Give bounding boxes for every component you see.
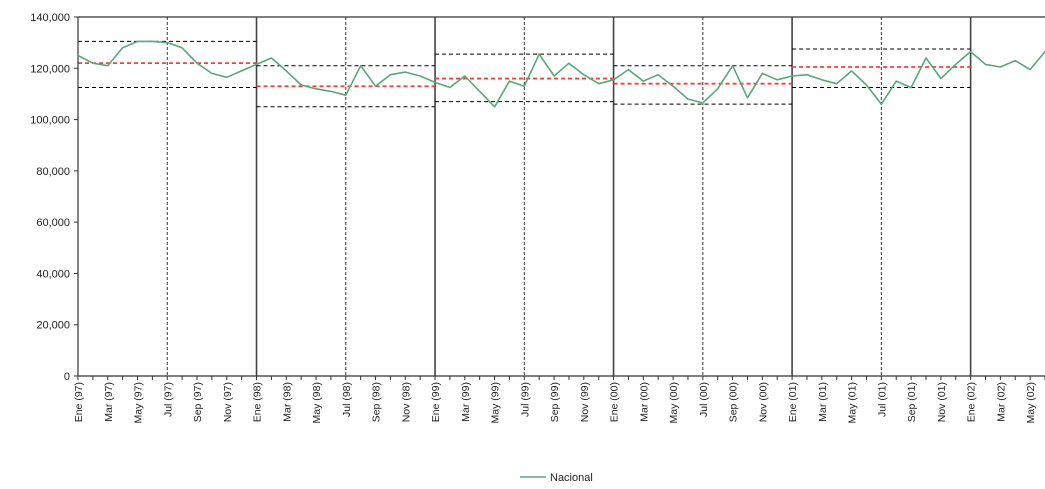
series-line-nacional	[77, 40, 1045, 108]
x-tick-label: Nov (97)	[222, 382, 234, 422]
x-tick-label: Jul (00)	[698, 382, 710, 417]
x-tick-label: Mar (00)	[638, 382, 650, 422]
x-tick-label: Mar (02)	[995, 382, 1007, 422]
x-tick-label: Mar (98)	[281, 382, 293, 422]
x-tick-label: Nov (99)	[579, 382, 591, 422]
x-tick-label: Ene (97)	[73, 382, 85, 422]
x-tick-label: Jul (01)	[876, 382, 888, 417]
x-tick-label: May (01)	[847, 382, 859, 423]
x-tick-label: May (02)	[1025, 382, 1037, 423]
x-tick-label: Nov (01)	[936, 382, 948, 422]
y-tick-label: 40,000	[36, 268, 70, 280]
x-tick-label: May (00)	[668, 382, 680, 423]
y-tick-label: 80,000	[36, 166, 70, 178]
y-tick-label: 140,000	[30, 12, 70, 24]
x-tick-label: Ene (02)	[966, 382, 978, 422]
x-tick-label: Sep (01)	[906, 382, 918, 422]
x-tick-label: Mar (97)	[103, 382, 115, 422]
x-tick-label: May (97)	[133, 382, 145, 423]
legend: Nacional	[520, 472, 593, 484]
x-tick-label: Jul (97)	[162, 382, 174, 417]
x-tick-label: Ene (98)	[252, 382, 264, 422]
y-tick-label: 0	[64, 371, 70, 383]
y-tick-label: 20,000	[36, 320, 70, 332]
x-tick-label: May (99)	[490, 382, 502, 423]
x-tick-label: Ene (01)	[787, 382, 799, 422]
x-tick-label: Jul (99)	[519, 382, 531, 417]
y-tick-label: 120,000	[30, 63, 70, 75]
x-tick-label: Mar (99)	[460, 382, 472, 422]
x-tick-label: Sep (97)	[192, 382, 204, 422]
x-tick-label: Sep (00)	[728, 382, 740, 422]
x-tick-label: Jul (98)	[341, 382, 353, 417]
x-tick-label: Nov (00)	[757, 382, 769, 422]
x-tick-label: May (98)	[311, 382, 323, 423]
plot-area: 0 20,000 40,000 60,000 80,000 100,000 120,000 1…	[30, 12, 1045, 423]
x-tick-label: Sep (98)	[371, 382, 383, 422]
y-tick-label: 60,000	[36, 217, 70, 229]
x-tick-label: Mar (01)	[817, 382, 829, 422]
x-tick-label: Sep (99)	[549, 382, 561, 422]
y-tick-label: 100,000	[30, 115, 70, 127]
x-tick-label: Ene (00)	[609, 382, 621, 422]
x-tick-label: Nov (98)	[400, 382, 412, 422]
legend-label-nacional: Nacional	[550, 472, 593, 484]
x-tick-label: Ene (99)	[430, 382, 442, 422]
